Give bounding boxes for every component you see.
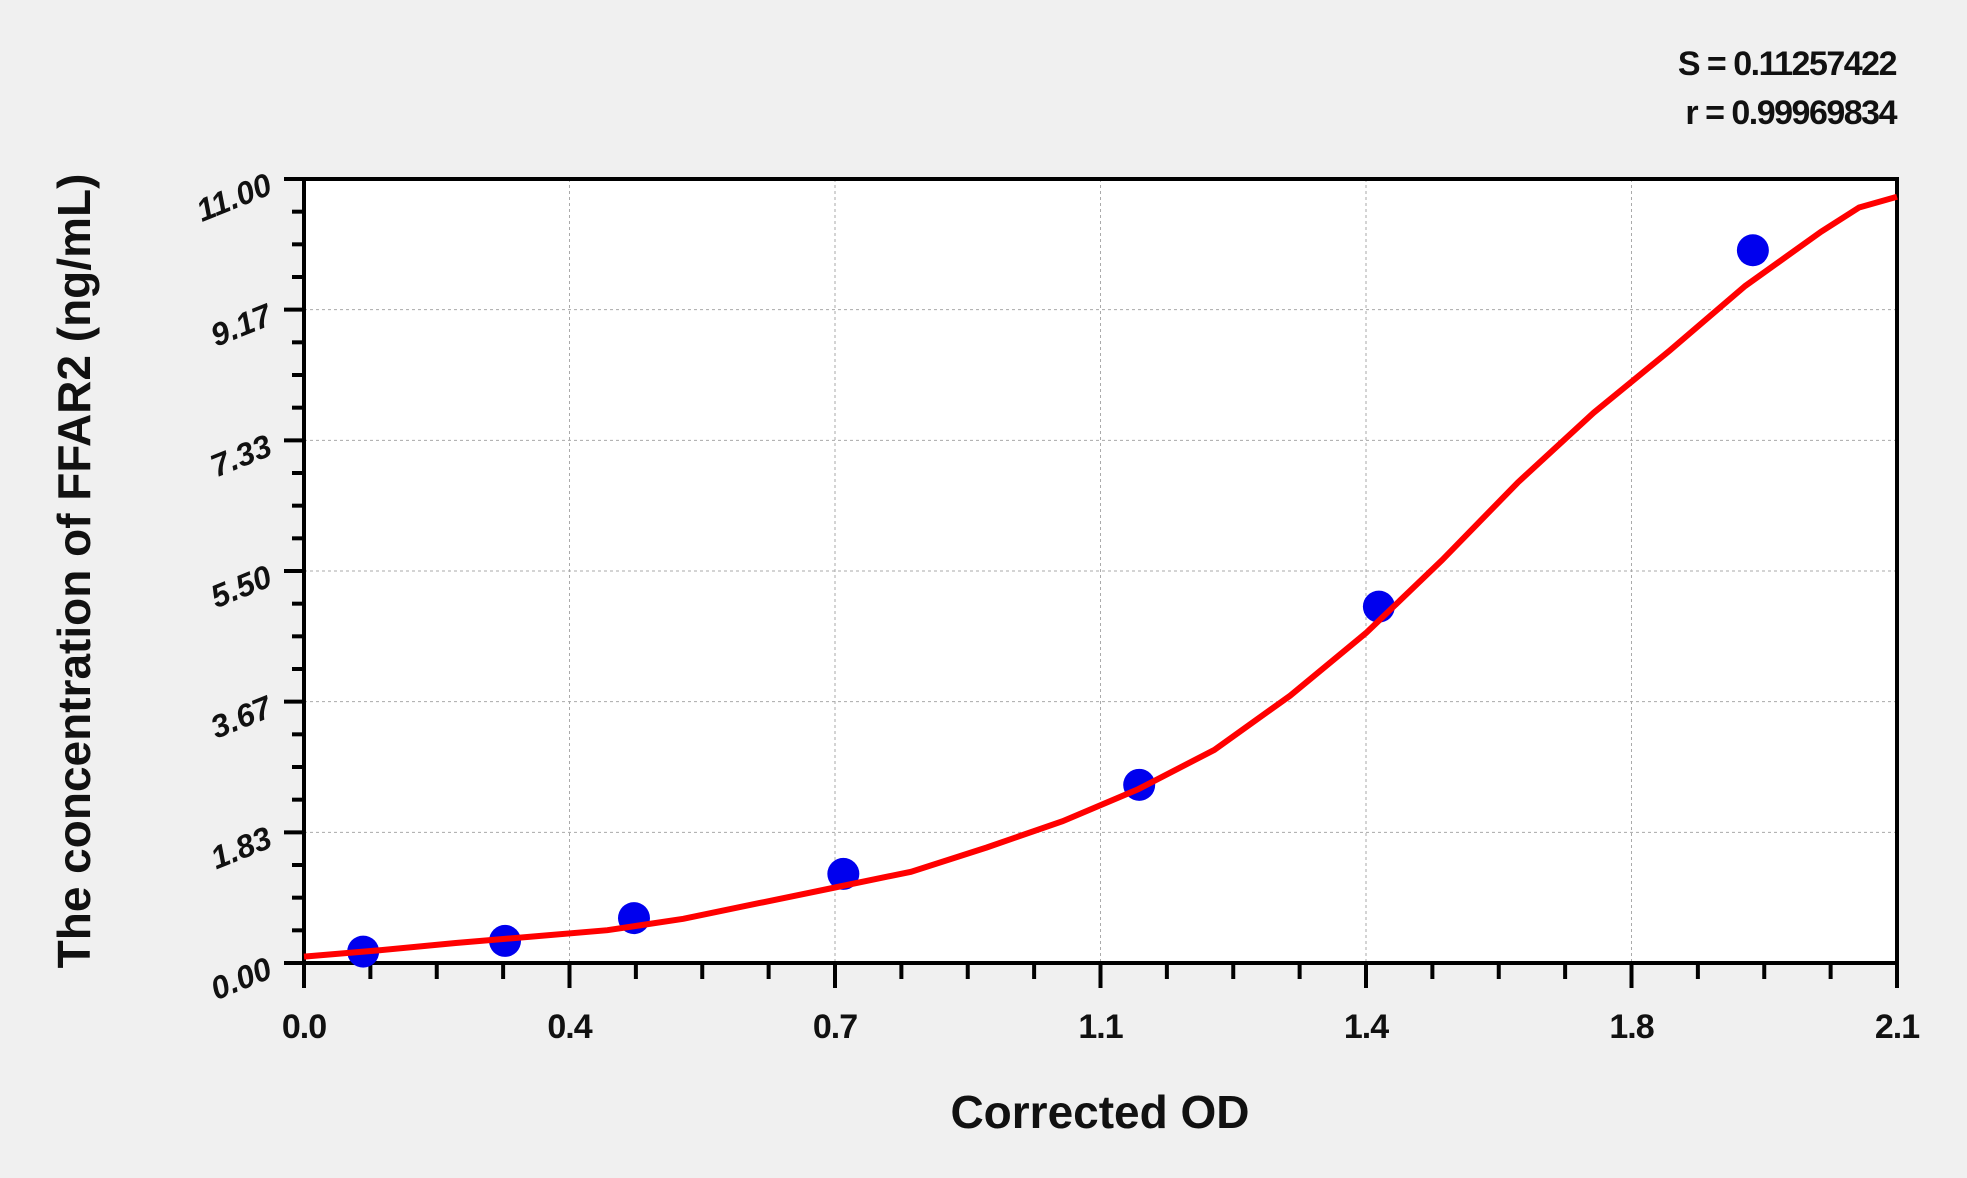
x-tick-label: 0.4 <box>547 1008 592 1046</box>
y-tick-label: 0.00 <box>205 950 276 1007</box>
x-tick-labels: 0.0 0.4 0.7 1.1 1.4 1.8 2.1 <box>282 1008 1920 1046</box>
y-tick-label: 1.83 <box>205 819 276 876</box>
x-tick-label: 1.8 <box>1609 1008 1653 1046</box>
y-tick-label: 11.00 <box>191 166 277 229</box>
x-tick-label: 0.0 <box>282 1008 326 1046</box>
plot-frame <box>302 177 1899 965</box>
data-point <box>1736 234 1769 267</box>
y-tick-label: 9.17 <box>205 296 278 354</box>
r-annotation: r = 0.99969834 <box>1685 94 1897 132</box>
y-tick-label: 5.50 <box>205 558 276 615</box>
y-tick-label: 7.33 <box>205 427 276 484</box>
y-axis-label: The concentration of FFAR2 (ng/mL) <box>48 174 100 969</box>
grid <box>304 179 1897 963</box>
y-tick-label: 3.67 <box>205 688 278 746</box>
x-tick-label: 1.4 <box>1344 1008 1389 1046</box>
y-tick-labels: 0.00 1.83 3.67 5.50 7.33 9.17 11.00 <box>191 166 279 1007</box>
x-tick-label: 0.7 <box>813 1008 857 1046</box>
s-annotation: S = 0.11257422 <box>1678 45 1897 83</box>
fit-curve <box>303 193 1898 960</box>
x-tick-label: 1.1 <box>1078 1008 1122 1046</box>
x-axis-label: Corrected OD <box>950 1086 1249 1138</box>
x-tick-label: 2.1 <box>1875 1008 1919 1046</box>
